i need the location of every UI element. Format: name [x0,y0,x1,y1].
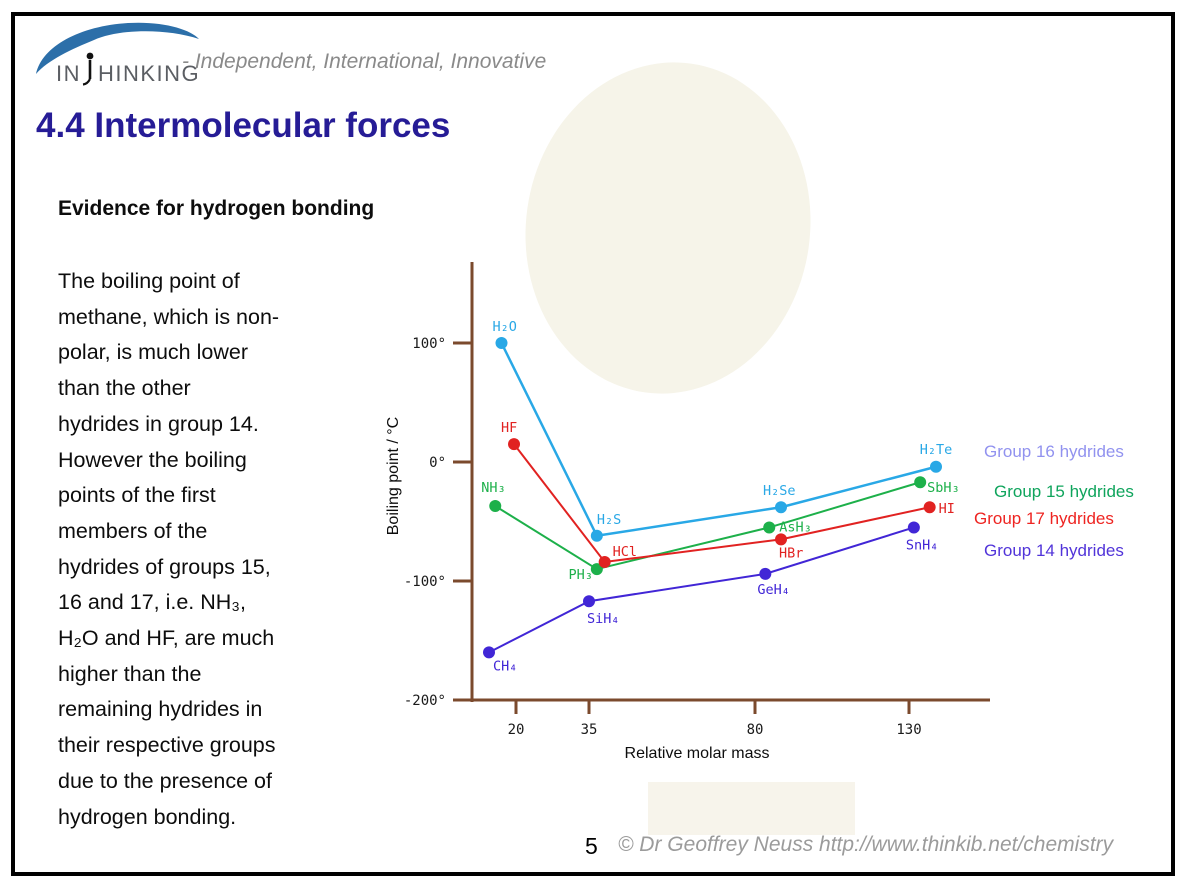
series-group-16-hydrides: H₂O H₂S H₂Se H₂Te Group 16 hydrides [493,319,1124,542]
series-group-14-hydrides: CH₄ SiH₄ GeH₄ SnH₄ Group 14 hydrides [483,521,1124,674]
point-label-h-te: H₂Te [920,442,953,458]
logo-text-in: IN [56,61,81,86]
inthinking-logo: IN HINKING - Independent, International,… [30,14,590,88]
point-label-h-se: H₂Se [763,483,796,499]
page-title: 4.4 Intermolecular forces [36,106,451,145]
body-line: due to the presence of [58,768,272,793]
logo-wordmark: IN HINKING [56,50,200,86]
body-line: their respective groups [58,733,276,758]
body-line: than the other [58,376,191,401]
body-line: hydrides of groups 15, [58,554,271,579]
data-point-h-s [590,529,603,542]
data-point-ph- [590,563,603,576]
body-line: 16 and 17, i.e. NH₃, [58,590,247,615]
body-line: H₂O and HF, are much [58,626,275,651]
point-label-h-o: H₂O [493,319,517,335]
data-point-snh- [907,521,920,534]
body-line: polar, is much lower [58,340,248,365]
data-point-hcl [598,555,611,568]
x-tick-label: 20 [508,722,525,738]
page-number: 5 [585,833,598,859]
data-point-sbh- [914,476,927,489]
body-line: points of the first [58,483,216,508]
body-line: However the boiling [58,447,247,472]
legend-group-16-hydrides: Group 16 hydrides [984,442,1124,461]
series-group-15-hydrides: NH₃ PH₃ AsH₃ SbH₃ Group 15 hydrides [481,476,1134,583]
data-point-hf [508,438,520,451]
point-label-nh-: NH₃ [481,480,505,496]
point-label-ch-: CH₄ [493,658,517,674]
body-line: remaining hydrides in [58,697,263,722]
body-line: The boiling point of [58,269,240,293]
body-paragraph: The boiling point of methane, which is n… [58,264,398,835]
data-point-hbr [775,533,787,546]
point-label-ash-: AsH₃ [779,519,812,535]
data-point-ash- [763,521,776,534]
y-axis-title: Boiling point / °C [385,417,402,535]
y-tick-label: -200° [404,693,446,709]
legend-group-17-hydrides: Group 17 hydrides [974,509,1114,528]
logo-text-hinking: HINKING [98,61,201,86]
x-tick-label: 80 [747,722,764,738]
data-point-ch- [483,646,495,659]
x-axis-title: Relative molar mass [625,745,770,762]
body-line: higher than the [58,661,202,686]
data-point-h-o [495,337,508,349]
point-label-hf: HF [501,420,517,436]
series-line [494,481,921,571]
section-heading: Evidence for hydrogen bonding [58,197,375,220]
data-point-geh- [759,567,772,580]
data-point-h-se [775,501,787,514]
logo-swoosh-icon [36,22,199,74]
copyright-text: © Dr Geoffrey Neuss http://www.thinkib.n… [618,833,1114,856]
legend-group-15-hydrides: Group 15 hydrides [994,482,1134,501]
y-tick-label: 100° [412,336,446,352]
body-line: hydrides in group 14. [58,411,259,436]
series-line [488,526,915,654]
point-label-sih-: SiH₄ [587,611,620,627]
logo-tagline: - Independent, International, Innovative [182,50,547,73]
y-tick-label: -100° [404,574,446,590]
body-line: methane, which is non- [58,304,280,329]
data-point-sih- [583,595,595,608]
point-label-h-s: H₂S [597,512,621,528]
logo-person-icon [82,52,94,86]
point-label-ph-: PH₃ [568,567,592,583]
point-label-hbr: HBr [779,545,803,561]
data-point-nh- [489,500,502,513]
body-line: hydrogen bonding. [58,804,237,829]
data-point-hi [923,501,936,514]
point-label-snh-: SnH₄ [906,537,939,553]
point-label-hi: HI [939,501,955,517]
point-label-geh-: GeH₄ [757,582,790,598]
y-tick-label: 0° [429,455,446,471]
x-tick-label: 35 [581,722,598,738]
x-tick-label: 130 [896,722,921,738]
body-line: members of the [58,518,208,543]
data-point-h-te [930,460,942,473]
legend-group-14-hydrides: Group 14 hydrides [984,541,1124,560]
series-line [500,342,937,538]
point-label-sbh-: SbH₃ [927,480,960,496]
point-label-hcl: HCl [613,544,637,560]
series-line [513,443,930,564]
series-group-17-hydrides: HF HCl HBr HI Group 17 hydrides [501,420,1114,568]
